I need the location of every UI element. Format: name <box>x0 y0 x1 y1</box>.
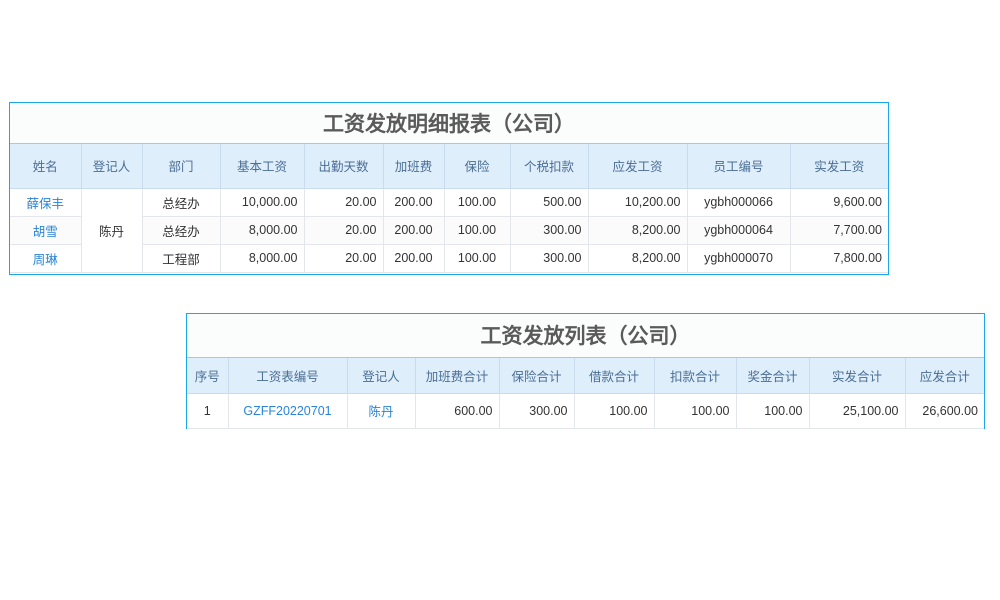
gross-cell: 8,200.00 <box>588 244 688 273</box>
deduction-total-cell: 100.00 <box>654 393 737 429</box>
salary-list-report: 工资发放列表（公司） 序号 工资表编号 登记人 加班费合计 保险合计 借款合计 … <box>186 313 985 429</box>
col-header-net-total: 实发合计 <box>809 357 906 394</box>
tax-cell: 300.00 <box>510 244 589 273</box>
registrar-cell: 陈丹 <box>81 188 143 273</box>
seq-cell: 1 <box>187 393 229 429</box>
days-cell: 20.00 <box>304 244 384 273</box>
col-header-emp-no: 员工编号 <box>687 143 791 189</box>
list-title: 工资发放列表（公司） <box>187 314 984 358</box>
gross-cell: 8,200.00 <box>588 216 688 245</box>
net-cell: 7,800.00 <box>790 244 888 273</box>
days-cell: 20.00 <box>304 188 384 217</box>
dept-cell: 总经办 <box>142 216 221 245</box>
overtime-total-cell: 600.00 <box>415 393 500 429</box>
bonus-total-cell: 100.00 <box>736 393 810 429</box>
col-header-insurance-total: 保险合计 <box>499 357 575 394</box>
emp-no-cell: ygbh000064 <box>687 216 791 245</box>
table-row: 周琳 工程部 8,000.00 20.00 200.00 100.00 300.… <box>10 244 888 273</box>
days-cell: 20.00 <box>304 216 384 245</box>
col-header-seq: 序号 <box>187 357 229 394</box>
net-total-cell: 25,100.00 <box>809 393 906 429</box>
loan-total-cell: 100.00 <box>574 393 655 429</box>
col-header-base: 基本工资 <box>220 143 305 189</box>
col-header-overtime: 加班费 <box>383 143 445 189</box>
insurance-cell: 100.00 <box>444 244 511 273</box>
net-cell: 7,700.00 <box>790 216 888 245</box>
report-title: 工资发放明细报表（公司） <box>10 103 888 144</box>
base-cell: 10,000.00 <box>220 188 305 217</box>
insurance-cell: 100.00 <box>444 216 511 245</box>
overtime-cell: 200.00 <box>383 188 445 217</box>
employee-link[interactable]: 薛保丰 <box>10 188 82 217</box>
tax-cell: 500.00 <box>510 188 589 217</box>
col-header-insurance: 保险 <box>444 143 511 189</box>
base-cell: 8,000.00 <box>220 244 305 273</box>
col-header-sheet-no: 工资表编号 <box>228 357 348 394</box>
col-header-dept: 部门 <box>142 143 221 189</box>
employee-link[interactable]: 胡雪 <box>10 216 82 245</box>
col-header-tax: 个税扣款 <box>510 143 589 189</box>
col-header-registrar: 登记人 <box>347 357 416 394</box>
col-header-overtime-total: 加班费合计 <box>415 357 500 394</box>
col-header-net: 实发工资 <box>790 143 888 189</box>
dept-cell: 总经办 <box>142 188 221 217</box>
dept-cell: 工程部 <box>142 244 221 273</box>
overtime-cell: 200.00 <box>383 216 445 245</box>
net-cell: 9,600.00 <box>790 188 888 217</box>
table-row: 胡雪 总经办 8,000.00 20.00 200.00 100.00 300.… <box>10 216 888 245</box>
gross-total-cell: 26,600.00 <box>905 393 984 429</box>
col-header-registrar: 登记人 <box>81 143 143 189</box>
overtime-cell: 200.00 <box>383 244 445 273</box>
registrar-link[interactable]: 陈丹 <box>347 393 416 429</box>
table-row: 薛保丰 陈丹 总经办 10,000.00 20.00 200.00 100.00… <box>10 188 888 273</box>
insurance-cell: 100.00 <box>444 188 511 217</box>
col-header-bonus-total: 奖金合计 <box>736 357 810 394</box>
tax-cell: 300.00 <box>510 216 589 245</box>
employee-link[interactable]: 周琳 <box>10 244 82 273</box>
emp-no-cell: ygbh000066 <box>687 188 791 217</box>
sheet-no-link[interactable]: GZFF20220701 <box>228 393 348 429</box>
col-header-deduction-total: 扣款合计 <box>654 357 737 394</box>
col-header-name: 姓名 <box>10 143 82 189</box>
col-header-gross: 应发工资 <box>588 143 688 189</box>
table-row: 1 GZFF20220701 陈丹 600.00 300.00 100.00 1… <box>187 393 984 429</box>
salary-detail-report: 工资发放明细报表（公司） 姓名 登记人 部门 基本工资 出勤天数 加班费 保险 … <box>9 102 889 275</box>
col-header-days: 出勤天数 <box>304 143 384 189</box>
insurance-total-cell: 300.00 <box>499 393 575 429</box>
base-cell: 8,000.00 <box>220 216 305 245</box>
col-header-loan-total: 借款合计 <box>574 357 655 394</box>
gross-cell: 10,200.00 <box>588 188 688 217</box>
col-header-gross-total: 应发合计 <box>905 357 984 394</box>
emp-no-cell: ygbh000070 <box>687 244 791 273</box>
